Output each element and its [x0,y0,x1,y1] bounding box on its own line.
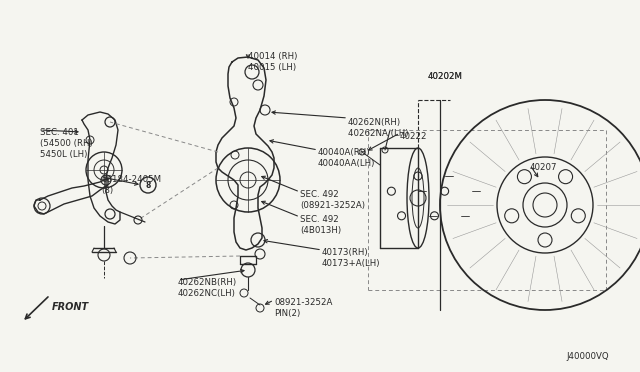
Text: 08184-2405M
(8): 08184-2405M (8) [101,175,161,195]
Text: SEC. 492
(08921-3252A): SEC. 492 (08921-3252A) [300,190,365,210]
Text: 40262NB(RH)
40262NC(LH): 40262NB(RH) 40262NC(LH) [178,278,237,298]
Text: 40202M: 40202M [428,72,463,81]
Text: 40040A(RH)
40040AA(LH): 40040A(RH) 40040AA(LH) [318,148,376,168]
Text: 40222: 40222 [400,132,428,141]
Text: 40014 (RH)
40015 (LH): 40014 (RH) 40015 (LH) [248,52,298,72]
Text: FRONT: FRONT [52,302,89,312]
Text: 40262N(RH)
40262NA (LH): 40262N(RH) 40262NA (LH) [348,118,408,138]
Text: 40173(RH)
40173+A(LH): 40173(RH) 40173+A(LH) [322,248,381,268]
Text: 40207: 40207 [530,163,557,172]
Text: SEC. 401
(54500 (RH)
5450L (LH): SEC. 401 (54500 (RH) 5450L (LH) [40,128,93,159]
Text: SEC. 492
(4B013H): SEC. 492 (4B013H) [300,215,341,235]
Text: 8: 8 [145,180,150,189]
Text: J40000VQ: J40000VQ [566,352,609,361]
Text: 40202M: 40202M [428,72,463,81]
Text: 08921-3252A
PIN(2): 08921-3252A PIN(2) [274,298,332,318]
